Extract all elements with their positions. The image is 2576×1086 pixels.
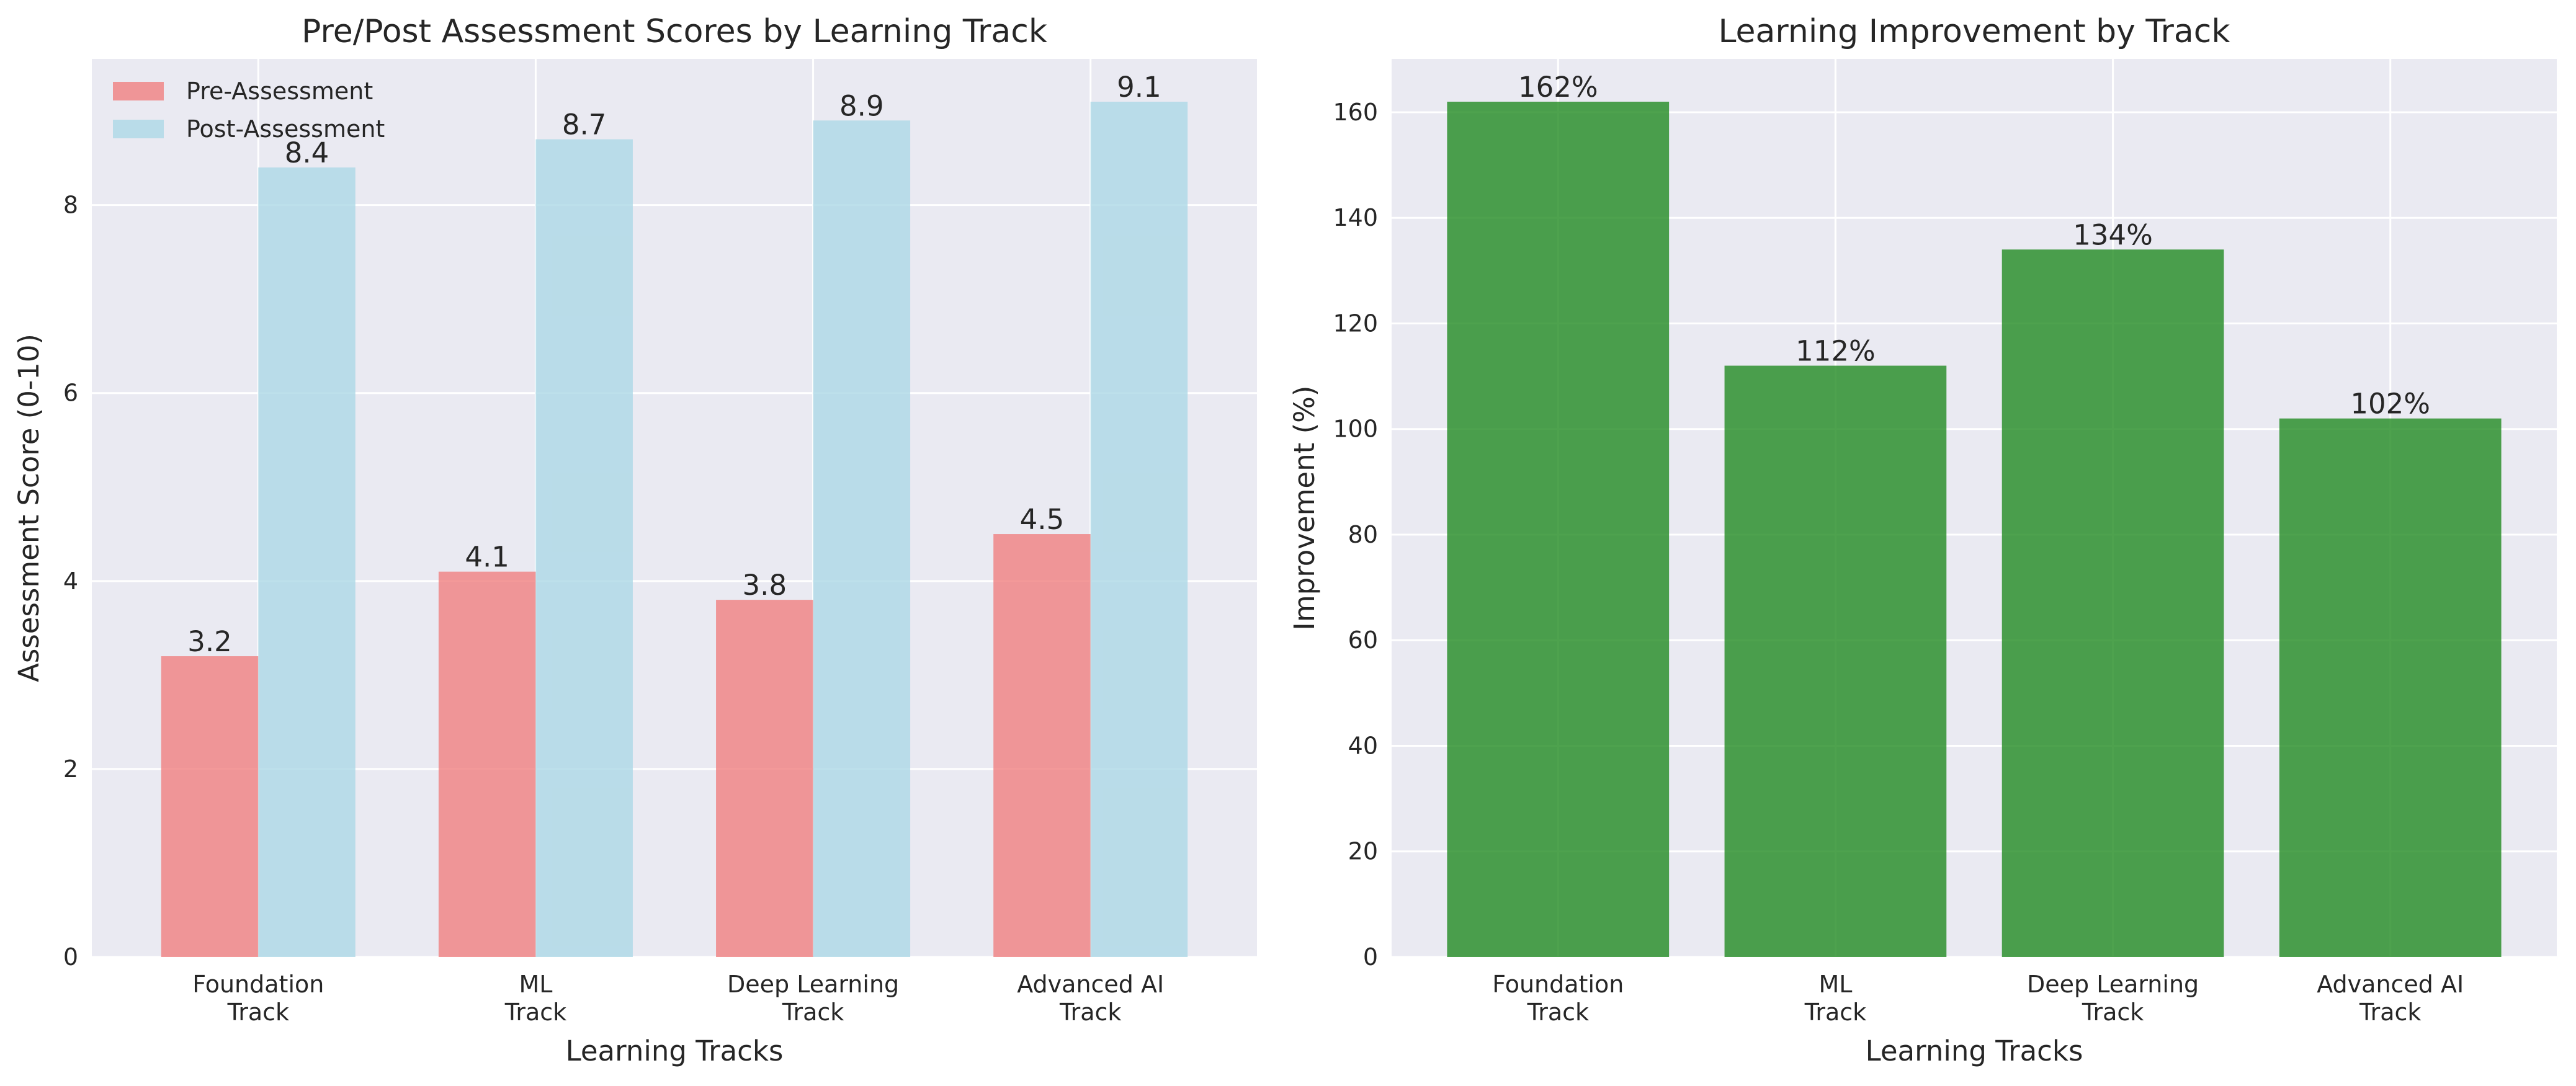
right-bars	[1447, 101, 2502, 958]
right-x-ticks: Foundation Track ML Track Deep Learning Track…	[1492, 971, 2464, 1026]
right-bar	[2001, 249, 2224, 958]
right-y-tick-label: 0	[1363, 943, 1378, 971]
left-y-tick-label: 8	[63, 192, 78, 219]
right-y-tick-label: 120	[1333, 309, 1378, 337]
legend-label-post: Post-Assessment	[186, 115, 385, 143]
left-x-axis-label: Learning Tracks	[566, 1035, 784, 1067]
right-y-ticks: 0 20 40 60 80 100 120 140 160	[1333, 99, 1378, 971]
right-chart-title: Learning Improvement by Track	[1719, 13, 2230, 50]
left-bar	[258, 167, 356, 957]
left-y-tick-label: 4	[63, 567, 78, 595]
left-chart: 3.2 4.1 3.8 4.5 8.4 8.7 8.9 9.1 0 2 4 6 8 Foundatio…	[12, 13, 1257, 1067]
left-x-tick-label: Deep Learning Track	[727, 971, 899, 1026]
right-y-tick-label: 160	[1333, 99, 1378, 126]
left-y-ticks: 0 2 4 6 8	[63, 192, 78, 971]
right-data-label: 112%	[1796, 335, 1876, 368]
left-y-tick-label: 2	[63, 755, 78, 783]
right-data-label: 102%	[2350, 388, 2430, 421]
legend-swatch-pre	[113, 82, 164, 100]
right-y-tick-label: 100	[1333, 416, 1378, 443]
left-bar	[813, 120, 911, 958]
left-x-tick-label: Foundation Track	[192, 971, 324, 1026]
left-y-axis-label: Assessment Score (0-10)	[12, 334, 45, 682]
left-bar	[161, 656, 259, 957]
left-data-label: 3.2	[187, 625, 232, 658]
right-y-tick-label: 80	[1348, 521, 1378, 548]
right-data-label: 134%	[2073, 218, 2153, 251]
right-x-tick-label: Advanced AI Track	[2317, 971, 2464, 1026]
left-bar	[716, 600, 813, 957]
right-x-tick-label: Foundation Track	[1492, 971, 1624, 1026]
left-bar	[438, 571, 536, 957]
left-y-tick-label: 6	[63, 380, 78, 407]
left-chart-title: Pre/Post Assessment Scores by Learning T…	[302, 13, 1047, 50]
right-bar	[1724, 365, 1947, 957]
right-y-tick-label: 20	[1348, 838, 1378, 865]
right-x-axis-label: Learning Tracks	[1866, 1035, 2083, 1067]
left-data-labels: 3.2 4.1 3.8 4.5 8.4 8.7 8.9 9.1	[187, 71, 1161, 658]
right-y-tick-label: 140	[1333, 204, 1378, 231]
left-data-label: 8.4	[285, 136, 329, 169]
left-data-label: 3.8	[743, 569, 787, 602]
left-data-label: 4.5	[1020, 503, 1065, 536]
left-x-ticks: Foundation Track ML Track Deep Learning Track…	[192, 971, 1164, 1026]
right-chart: 162% 112% 134% 102% 0 20 40 60 80 100 120 140 160 F…	[1288, 13, 2557, 1067]
right-bar	[2279, 418, 2502, 957]
legend-label-pre: Pre-Assessment	[186, 78, 373, 105]
left-data-label: 9.1	[1117, 71, 1161, 104]
left-bar	[535, 139, 633, 958]
right-y-tick-label: 60	[1348, 626, 1378, 654]
left-bars	[161, 101, 1188, 958]
right-y-axis-label: Improvement (%)	[1288, 386, 1321, 631]
left-bar	[993, 534, 1091, 957]
left-data-label: 8.9	[839, 89, 884, 122]
left-bar	[1090, 101, 1188, 957]
left-y-tick-label: 0	[63, 943, 78, 971]
right-x-tick-label: Deep Learning Track	[2027, 971, 2199, 1026]
right-bar	[1447, 101, 1670, 957]
right-data-label: 162%	[1518, 71, 1598, 104]
left-x-tick-label: Advanced AI Track	[1017, 971, 1164, 1026]
right-x-tick-label: ML Track	[1804, 971, 1866, 1026]
left-data-label: 8.7	[562, 109, 607, 141]
legend: Pre-Assessment Post-Assessment	[113, 78, 385, 143]
legend-swatch-post	[113, 120, 164, 138]
left-x-tick-label: ML Track	[504, 971, 566, 1026]
left-data-label: 4.1	[465, 541, 509, 574]
right-data-labels: 162% 112% 134% 102%	[1518, 71, 2430, 421]
right-y-tick-label: 40	[1348, 732, 1378, 759]
